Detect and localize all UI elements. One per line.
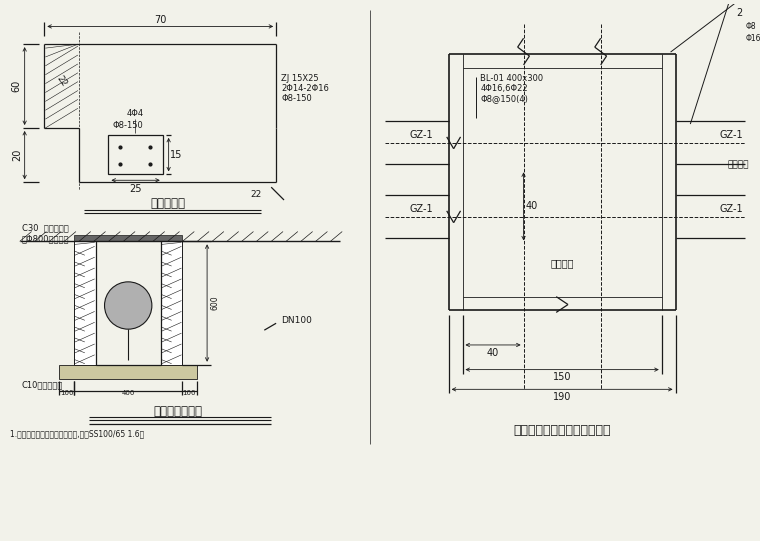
Text: 共用管沟: 共用管沟 bbox=[550, 258, 574, 268]
Text: 60: 60 bbox=[11, 80, 22, 92]
Bar bbox=[74, 234, 182, 241]
Text: 40: 40 bbox=[487, 348, 499, 358]
Text: Φ16: Φ16 bbox=[746, 34, 760, 43]
Bar bbox=[74, 241, 96, 365]
Text: 1.消火栓采用地下式不冻消火栓,型号SS100/65 1.6型: 1.消火栓采用地下式不冻消火栓,型号SS100/65 1.6型 bbox=[10, 429, 144, 438]
Text: 25: 25 bbox=[129, 184, 142, 194]
Text: 15: 15 bbox=[170, 150, 182, 160]
Circle shape bbox=[105, 282, 152, 329]
Text: 40: 40 bbox=[525, 201, 537, 212]
Text: 70: 70 bbox=[154, 15, 166, 24]
Text: 600: 600 bbox=[211, 296, 220, 311]
Text: 190: 190 bbox=[553, 392, 572, 402]
Text: 2: 2 bbox=[736, 8, 743, 18]
Text: 22: 22 bbox=[55, 74, 69, 88]
Text: 100: 100 bbox=[182, 390, 196, 396]
Bar bbox=[59, 365, 198, 379]
Text: GZ-1: GZ-1 bbox=[720, 130, 743, 140]
Text: 400: 400 bbox=[122, 390, 135, 396]
Text: C10混凝土基础: C10混凝土基础 bbox=[22, 380, 63, 389]
Text: 22: 22 bbox=[251, 189, 262, 199]
Bar bbox=[161, 241, 182, 365]
Text: BL-01 400x300
4Φ16,6Φ22
Φ8@150(4): BL-01 400x300 4Φ16,6Φ22 Φ8@150(4) bbox=[480, 74, 543, 103]
Text: GZ-1: GZ-1 bbox=[409, 204, 433, 214]
Text: 共用管沟: 共用管沟 bbox=[728, 161, 749, 169]
Text: ZJ 15X25
2Φ14-2Φ16
Φ8-150: ZJ 15X25 2Φ14-2Φ16 Φ8-150 bbox=[281, 74, 329, 103]
Bar bbox=[109, 135, 163, 174]
Text: GZ-1: GZ-1 bbox=[409, 130, 433, 140]
Text: DN100: DN100 bbox=[281, 316, 312, 325]
Text: 20: 20 bbox=[11, 149, 22, 161]
Text: C30  混凝土井圈
或Φ800铸铁井圈: C30 混凝土井圈 或Φ800铸铁井圈 bbox=[22, 224, 69, 243]
Text: 100: 100 bbox=[60, 390, 74, 396]
Text: 共用管沟交叉处顶板配筋大样: 共用管沟交叉处顶板配筋大样 bbox=[513, 424, 611, 437]
Text: 给水管支架: 给水管支架 bbox=[150, 197, 185, 210]
Text: Φ8: Φ8 bbox=[746, 22, 756, 31]
Text: 消火栓井大样图: 消火栓井大样图 bbox=[153, 405, 202, 418]
Text: 4Φ4: 4Φ4 bbox=[127, 109, 144, 118]
Text: GZ-1: GZ-1 bbox=[720, 204, 743, 214]
Text: 150: 150 bbox=[553, 373, 572, 382]
Text: Φ8-150: Φ8-150 bbox=[112, 121, 144, 129]
